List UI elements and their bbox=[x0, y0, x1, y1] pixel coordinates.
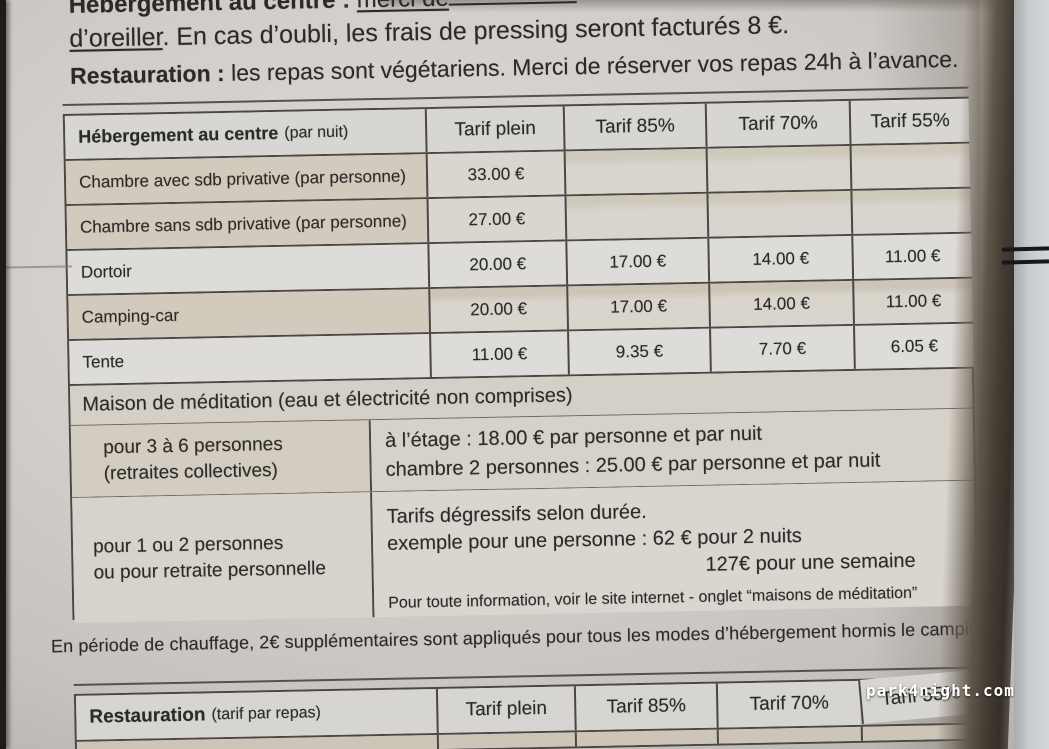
restauration-header-label-note: (tarif par repas) bbox=[211, 704, 322, 724]
meditation-detail-line: 127€ pour une semaine bbox=[705, 549, 916, 576]
row-value bbox=[716, 726, 861, 744]
photo-left-edge bbox=[0, 0, 6, 749]
meditation-row-label: pour 3 à 6 personnes (retraites collecti… bbox=[70, 420, 373, 497]
intro-line-1-link-text: merci de bbox=[356, 0, 449, 13]
col-header-tarif-plein: Tarif plein bbox=[435, 686, 575, 733]
row-value: 20.00 € bbox=[427, 241, 567, 288]
col-header-tarif-70: Tarif 70% bbox=[704, 100, 850, 147]
row-value: 11.00 € bbox=[429, 331, 568, 378]
row-value bbox=[850, 188, 972, 234]
row-value bbox=[574, 729, 718, 747]
row-value: 14.00 € bbox=[707, 235, 853, 282]
row-value: 33.00 € bbox=[425, 151, 565, 198]
restauration-table: Restauration (tarif par repas) Tarif ple… bbox=[73, 669, 982, 749]
hebergement-header-label-bold: Hébergement au centre bbox=[78, 122, 279, 147]
row-value bbox=[706, 190, 852, 237]
meditation-label-line: (retraites collectives) bbox=[103, 459, 279, 484]
col-header-tarif-70: Tarif 70% bbox=[715, 680, 861, 728]
restauration-header-label-bold: Restauration bbox=[89, 704, 206, 728]
row-value bbox=[563, 148, 707, 195]
row-value: 9.35 € bbox=[567, 328, 710, 375]
meditation-row-personal: pour 1 ou 2 personnes ou pour retraite p… bbox=[72, 480, 977, 623]
intro-line-2-underlined: d’oreiller bbox=[69, 23, 163, 53]
col-header-tarif-plein: Tarif plein bbox=[424, 106, 564, 153]
intro-line-3: Restauration : les repas sont végétarien… bbox=[70, 46, 959, 90]
meditation-row-detail: à l’étage : 18.00 € par personne et par … bbox=[370, 408, 974, 492]
row-label: Dortoir bbox=[67, 244, 429, 294]
paper-fold-line bbox=[0, 265, 73, 269]
hebergement-header-label: Hébergement au centre (par nuit) bbox=[64, 109, 426, 160]
meditation-row-label: pour 1 ou 2 personnes ou pour retraite p… bbox=[72, 492, 375, 623]
row-label: Camping-car bbox=[68, 289, 430, 339]
page-top-shadow bbox=[380, 0, 1049, 12]
row-value: 7.70 € bbox=[709, 325, 854, 372]
intro-line-3-heading: Restauration : bbox=[69, 59, 225, 89]
row-value: 27.00 € bbox=[426, 196, 566, 243]
row-label: Chambre sans sdb privative (par personne… bbox=[66, 199, 428, 249]
row-value: 14.00 € bbox=[708, 280, 853, 327]
document-content: Hébergement au centre : merci de d’oreil… bbox=[51, 0, 989, 749]
meditation-row-detail: Tarifs dégressifs selon durée. exemple p… bbox=[372, 480, 977, 618]
row-label: Chambre avec sdb privative (par personne… bbox=[65, 154, 427, 204]
row-value bbox=[436, 732, 576, 749]
row-value: 17.00 € bbox=[566, 283, 709, 330]
col-header-tarif-55: Tarif 55% bbox=[848, 98, 970, 144]
row-value: 20.00 € bbox=[428, 286, 568, 333]
col-header-tarif-85: Tarif 85% bbox=[562, 103, 706, 150]
heating-surcharge-note: En période de chauffage, 2€ supplémentai… bbox=[50, 618, 990, 657]
row-value bbox=[849, 143, 971, 189]
row-value bbox=[705, 145, 851, 192]
park4night-watermark: park4night.com bbox=[866, 681, 1015, 700]
row-label: Tente bbox=[69, 334, 430, 384]
intro-line-2-text: . En cas d’oubli, les frais de pressing … bbox=[162, 11, 790, 52]
hebergement-table: Hébergement au centre (par nuit) Tarif p… bbox=[62, 96, 979, 623]
meditation-label-line: ou pour retraite personnelle bbox=[93, 557, 327, 584]
col-header-tarif-85: Tarif 85% bbox=[573, 683, 717, 731]
meditation-detail-line: Pour toute information, voir le site int… bbox=[388, 584, 918, 612]
intro-line-1-heading: Hébergement au centre : bbox=[68, 0, 351, 19]
restauration-header-label: Restauration (tarif par repas) bbox=[75, 688, 437, 740]
hebergement-header-label-note: (par nuit) bbox=[284, 123, 349, 142]
row-value: 17.00 € bbox=[565, 238, 709, 285]
background-surface bbox=[1014, 0, 1049, 749]
intro-line-3-text: les repas sont végétariens. Merci de rés… bbox=[224, 45, 959, 86]
underline-continuation bbox=[448, 0, 577, 6]
row-value bbox=[564, 193, 708, 240]
